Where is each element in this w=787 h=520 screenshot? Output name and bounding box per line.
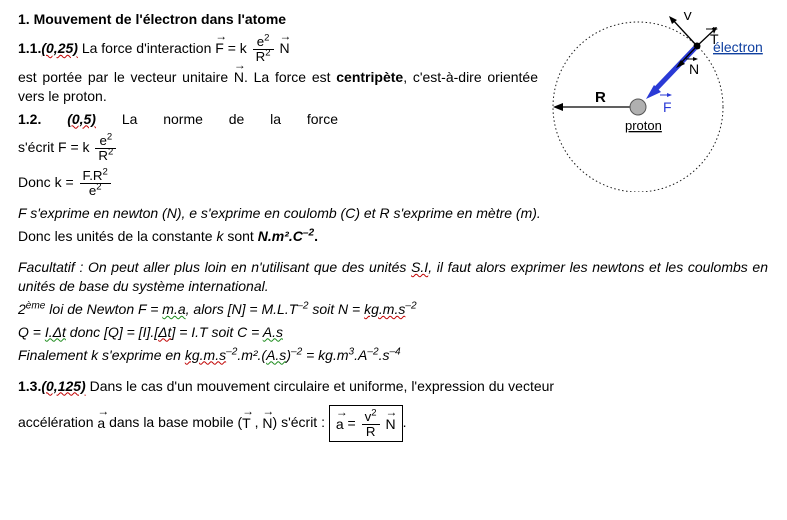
proton-label: proton bbox=[625, 118, 662, 133]
boxed-formula: a = v2R N bbox=[329, 405, 403, 442]
units-line-1: F s'exprime en newton (N), e s'exprime e… bbox=[18, 204, 768, 223]
facultatif-3: Q = I.Δt donc [Q] = [I].[Δt] = I.T soit … bbox=[18, 323, 768, 342]
n-vector-label: N bbox=[689, 61, 699, 77]
para-1-1b: est portée par le vecteur unitaire N. La… bbox=[18, 68, 538, 106]
facultatif-1: Facultatif : On peut aller plus loin en … bbox=[18, 258, 768, 296]
eq-k: Donc k = F.R2e2 bbox=[18, 169, 538, 198]
para-1-1: 1.1.(0,25) La force d'interaction F = k … bbox=[18, 35, 538, 64]
facultatif-4: Finalement k s'exprime en kg.m.s–2.m².(A… bbox=[18, 346, 768, 365]
units-line-2: Donc les unités de la constante k sont N… bbox=[18, 227, 768, 246]
v-vector-label: V bbox=[683, 12, 693, 23]
eq-F: s'écrit F = k e2R2 bbox=[18, 134, 538, 163]
f-vector-label: F bbox=[663, 99, 672, 115]
atom-diagram: R proton électron F N T V bbox=[533, 12, 763, 197]
para-1-2: 1.2. (0,5) La norme de la force bbox=[18, 110, 338, 129]
r-label: R bbox=[595, 89, 606, 106]
para-1-3b: accélération a dans la base mobile (T , … bbox=[18, 405, 768, 442]
facultatif-2: 2ème loi de Newton F = m.a, alors [N] = … bbox=[18, 300, 768, 319]
t-vector-label: T bbox=[710, 31, 719, 47]
para-1-3a: 1.3.(0,125) Dans le cas d'un mouvement c… bbox=[18, 377, 768, 396]
electron-label: électron bbox=[713, 39, 763, 55]
